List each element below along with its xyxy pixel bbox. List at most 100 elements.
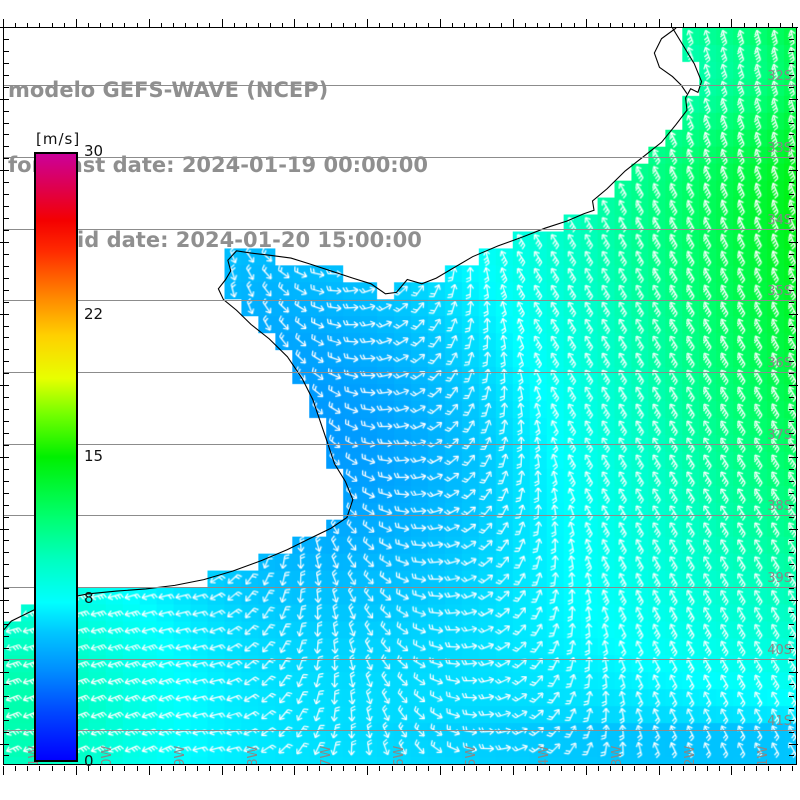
axis-tick xyxy=(137,23,138,28)
axis-tick xyxy=(185,23,186,28)
axis-tick xyxy=(789,182,794,183)
axis-tick xyxy=(4,708,9,709)
axis-tick xyxy=(367,766,368,775)
axis-tick xyxy=(537,766,538,771)
axis-tick xyxy=(0,242,9,243)
axis-tick xyxy=(4,326,9,327)
axis-tick xyxy=(52,766,53,771)
axis-tick xyxy=(4,51,9,52)
axis-tick xyxy=(4,696,9,697)
axis-tick xyxy=(476,23,477,28)
axis-tick xyxy=(4,278,9,279)
axis-tick xyxy=(39,23,40,28)
axis-tick xyxy=(197,766,198,771)
axis-tick xyxy=(789,39,794,40)
axis-tick xyxy=(76,766,77,775)
axis-tick xyxy=(525,766,526,771)
axis-tick xyxy=(4,552,9,553)
axis-tick xyxy=(789,576,794,577)
axis-tick xyxy=(100,23,101,28)
longitude-label: 52W xyxy=(683,745,698,765)
longitude-label: 55W xyxy=(464,745,479,765)
axis-tick xyxy=(234,23,235,28)
axis-tick xyxy=(789,230,794,231)
longitude-label: 56W xyxy=(392,745,407,765)
axis-tick xyxy=(789,218,794,219)
axis-tick xyxy=(307,23,308,28)
axis-tick xyxy=(756,766,757,771)
axis-tick xyxy=(789,349,794,350)
latitude-label: 41S xyxy=(767,714,792,729)
axis-tick xyxy=(634,23,635,28)
axis-tick xyxy=(789,170,798,171)
axis-tick xyxy=(173,766,174,771)
parallel-line xyxy=(4,730,796,731)
latitude-label: 32S xyxy=(767,69,792,84)
axis-tick xyxy=(4,720,9,721)
axis-tick xyxy=(789,708,794,709)
axis-tick xyxy=(173,23,174,28)
axis-tick xyxy=(4,684,9,685)
latitude-label: 38S xyxy=(767,499,792,514)
axis-tick xyxy=(4,302,9,303)
axis-tick xyxy=(392,766,393,771)
axis-tick xyxy=(294,19,295,28)
axis-tick xyxy=(4,182,9,183)
colorbar-tick-label: 22 xyxy=(84,304,104,323)
axis-tick xyxy=(4,636,9,637)
axis-tick xyxy=(124,766,125,771)
axis-tick xyxy=(780,23,781,28)
axis-tick xyxy=(52,23,53,28)
axis-tick xyxy=(789,63,794,64)
axis-tick xyxy=(4,481,9,482)
axis-tick xyxy=(355,23,356,28)
axis-tick xyxy=(197,23,198,28)
axis-tick xyxy=(4,373,9,374)
axis-tick xyxy=(646,766,647,771)
axis-tick xyxy=(452,23,453,28)
colorbar-tick-label: 15 xyxy=(84,447,104,465)
colorbar-tick-label: 8 xyxy=(84,589,94,608)
axis-tick xyxy=(789,636,794,637)
axis-tick xyxy=(367,19,368,28)
axis-tick xyxy=(789,540,794,541)
axis-tick xyxy=(561,766,562,771)
axis-tick xyxy=(598,766,599,771)
axis-tick xyxy=(789,326,794,327)
axis-tick xyxy=(768,23,769,28)
axis-tick xyxy=(149,19,150,28)
axis-tick xyxy=(4,612,9,613)
axis-tick xyxy=(731,766,732,775)
axis-tick xyxy=(379,766,380,771)
axis-tick xyxy=(671,23,672,28)
axis-tick xyxy=(476,766,477,771)
axis-tick xyxy=(4,111,9,112)
axis-tick xyxy=(610,766,611,771)
axis-tick xyxy=(789,111,794,112)
axis-tick xyxy=(4,493,9,494)
parallel-line xyxy=(4,372,796,373)
axis-tick xyxy=(789,123,794,124)
axis-tick xyxy=(707,766,708,771)
axis-tick xyxy=(4,517,9,518)
axis-tick xyxy=(789,612,794,613)
axis-tick xyxy=(789,552,794,553)
axis-tick xyxy=(258,766,259,771)
axis-tick xyxy=(789,278,794,279)
axis-tick xyxy=(452,766,453,771)
axis-tick xyxy=(4,254,9,255)
axis-tick xyxy=(789,158,794,159)
colorbar-units-label: [m/s] xyxy=(36,130,81,148)
axis-tick xyxy=(343,23,344,28)
axis-tick xyxy=(3,19,4,28)
latitude-label: 40S xyxy=(767,643,792,658)
axis-tick xyxy=(416,766,417,771)
axis-tick xyxy=(0,744,9,745)
axis-tick xyxy=(789,87,794,88)
axis-tick xyxy=(792,766,793,771)
axis-tick xyxy=(789,493,794,494)
axis-tick xyxy=(707,23,708,28)
map-frame[interactable]: 61W60W59W58W57W56W55W54W53W52W51W32S33S3… xyxy=(3,27,797,765)
axis-tick xyxy=(4,63,9,64)
